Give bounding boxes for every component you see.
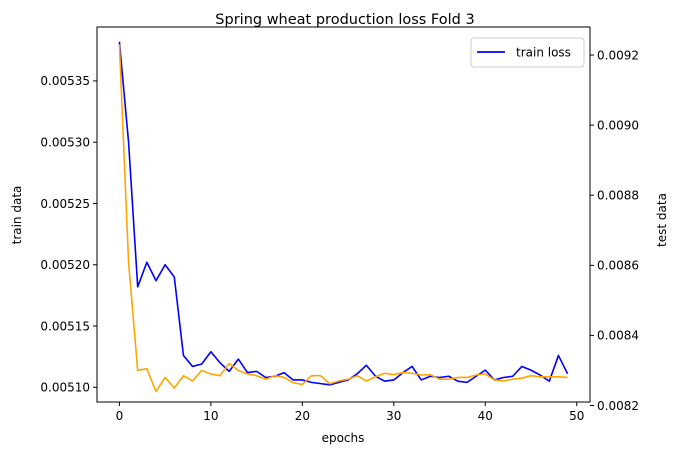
legend-box — [470, 37, 585, 68]
axes-layer — [96, 26, 591, 403]
legend-label-train-loss: train loss — [516, 46, 571, 60]
x-axis-ticks: 0 10 20 30 40 50 — [116, 402, 584, 423]
x-tick-label: 30 — [386, 409, 401, 423]
y-right-tick-label: 0.0092 — [597, 48, 639, 62]
y-axis-right-label: test data — [655, 193, 669, 247]
plot-frame — [96, 26, 591, 403]
legend: train loss — [470, 37, 585, 68]
y-right-tick-label: 0.0088 — [597, 189, 639, 203]
y-right-tick-label: 0.0082 — [597, 399, 639, 413]
y-left-tick-label: 0.00530 — [40, 135, 90, 149]
y-right-tick-label: 0.0084 — [597, 329, 639, 343]
y-left-tick-label: 0.00525 — [40, 197, 90, 211]
y-left-tick-label: 0.00535 — [40, 74, 90, 88]
y-left-tick-label: 0.00515 — [40, 319, 90, 333]
x-tick-label: 10 — [203, 409, 218, 423]
y-axis-left-label: train data — [10, 186, 24, 245]
y-left-tick-label: 0.00520 — [40, 258, 90, 272]
x-axis-label: epochs — [322, 431, 365, 445]
chart-title: Spring wheat production loss Fold 3 — [215, 12, 474, 28]
y-left-tick-label: 0.00510 — [40, 381, 90, 395]
y-axis-left-ticks: 0.00510 0.00515 0.00520 0.00525 0.00530 0.005… — [40, 74, 97, 395]
x-tick-label: 40 — [478, 409, 493, 423]
series-line-test-1 — [118, 44, 568, 393]
x-tick-label: 0 — [116, 409, 124, 423]
y-right-tick-label: 0.0090 — [597, 118, 639, 132]
x-tick-label: 20 — [295, 409, 310, 423]
y-axis-right-ticks: 0.0082 0.0084 0.0086 0.0088 0.0090 0.0092 — [590, 48, 639, 413]
x-tick-label: 50 — [569, 409, 584, 423]
y-right-tick-label: 0.0086 — [597, 259, 639, 273]
series-layer — [118, 41, 569, 393]
